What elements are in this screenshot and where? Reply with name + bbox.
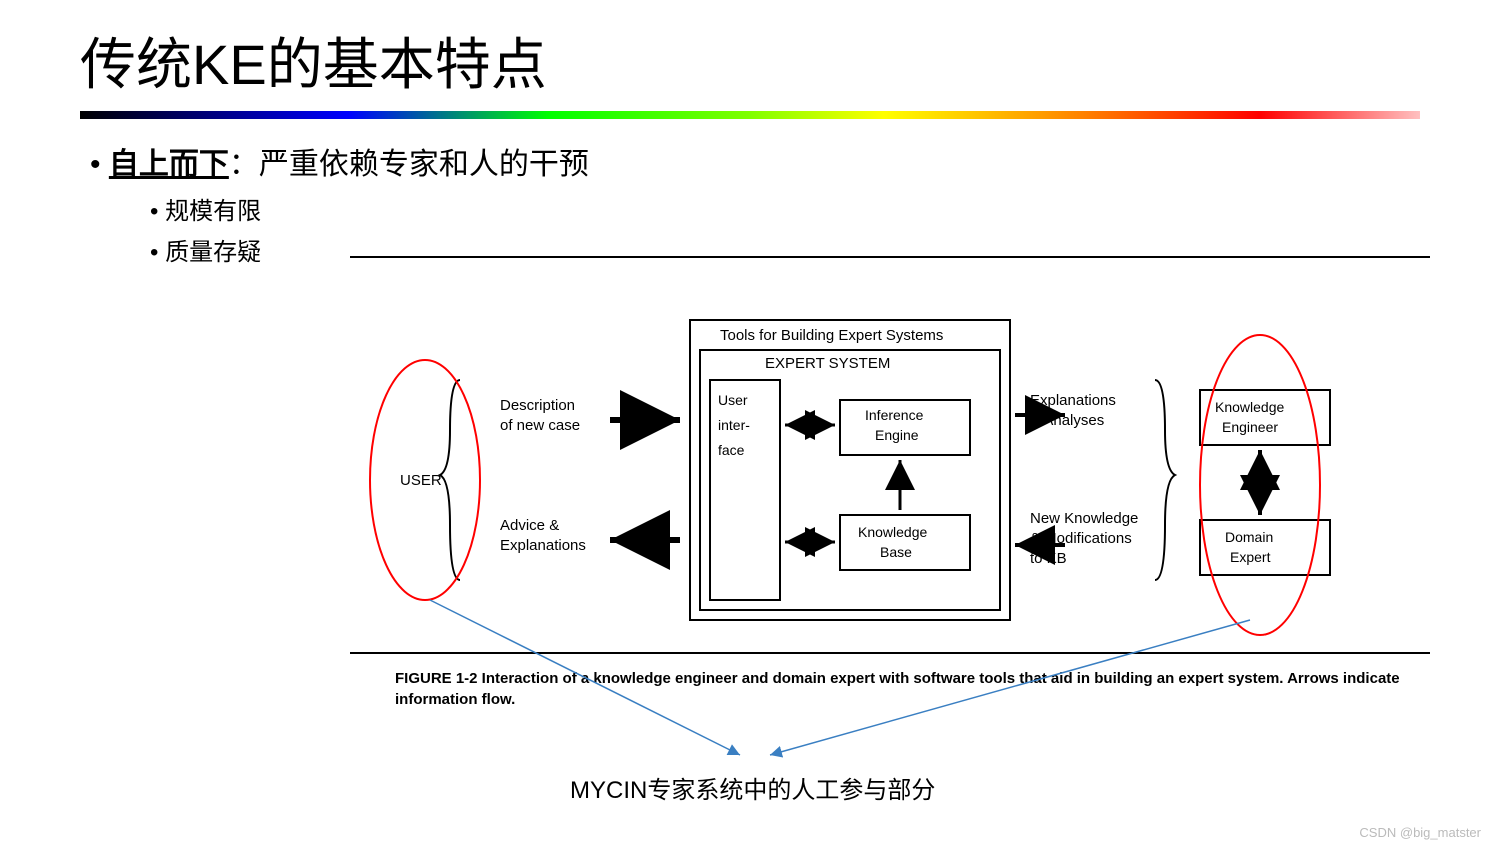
- callout-arrows: [0, 20, 1501, 846]
- bottom-caption: MYCIN专家系统中的人工参与部分: [570, 770, 935, 805]
- callout-arrow-right: [770, 620, 1250, 755]
- callout-arrow-left: [430, 600, 740, 755]
- watermark: CSDN @big_matster: [1359, 825, 1481, 840]
